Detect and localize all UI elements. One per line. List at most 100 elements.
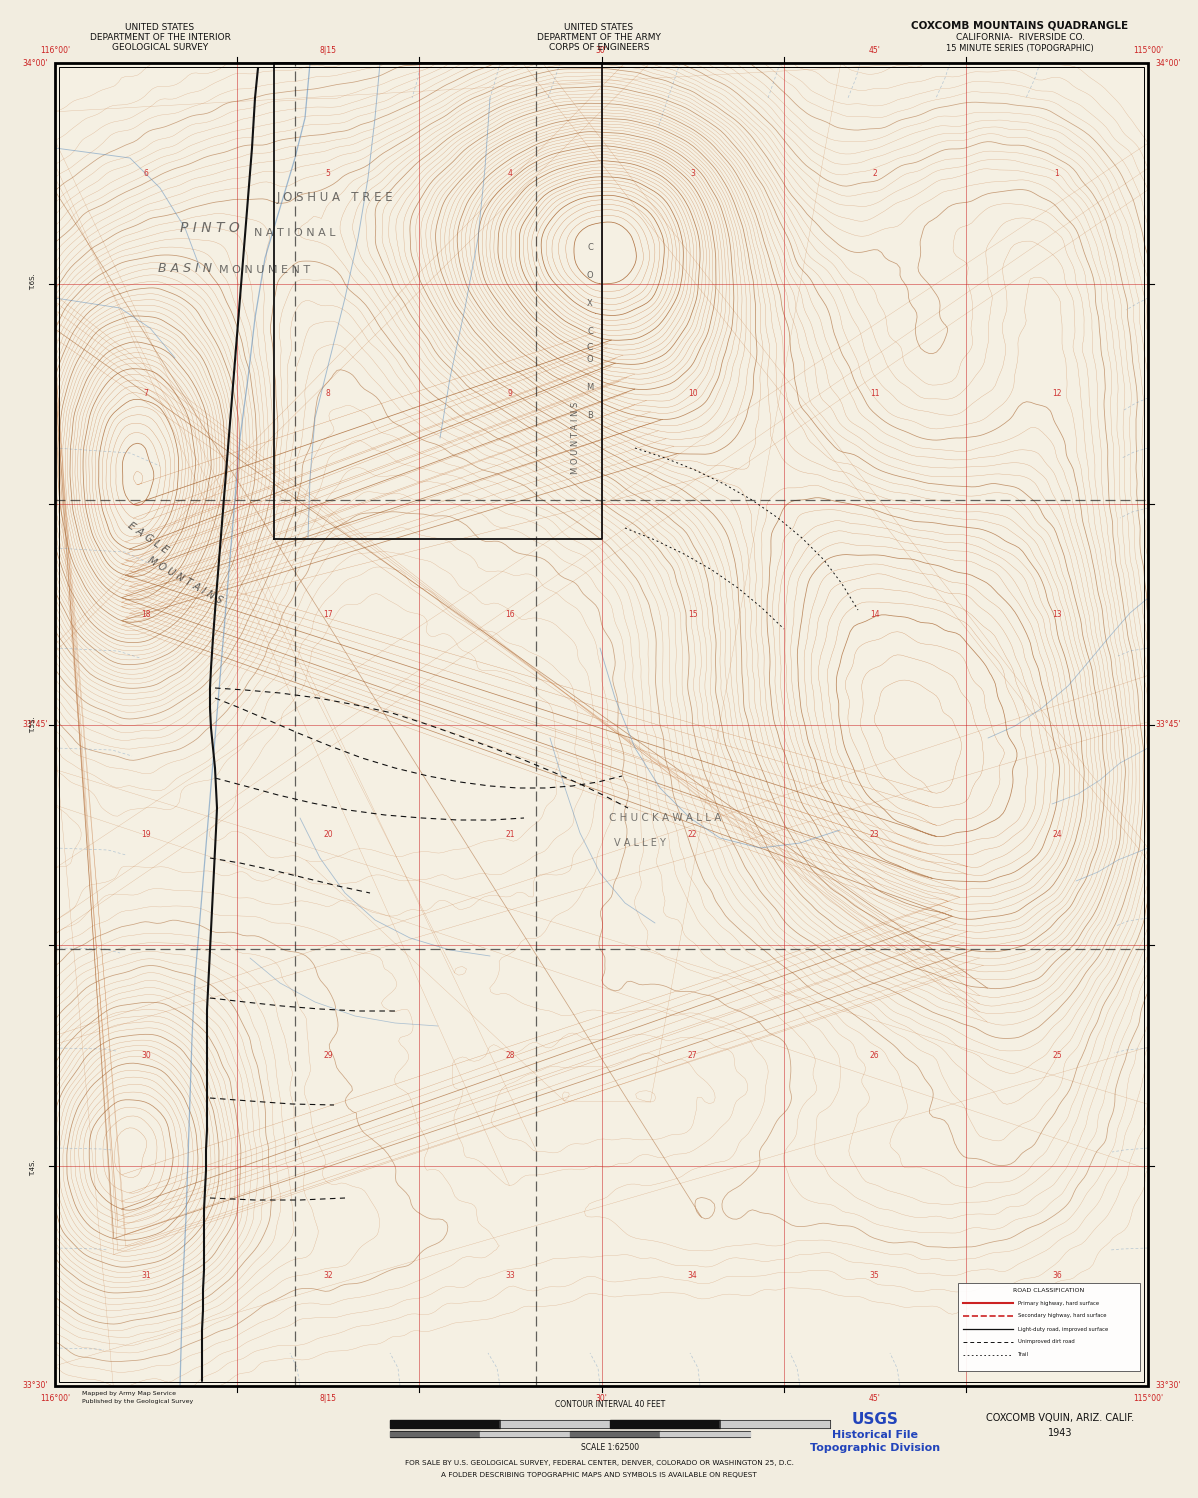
Text: 116°00': 116°00' [40, 1395, 69, 1404]
Text: C: C [587, 343, 593, 352]
Text: O: O [587, 271, 593, 280]
Text: 5: 5 [326, 169, 331, 178]
Text: 31: 31 [141, 1272, 151, 1281]
Text: 11: 11 [870, 389, 879, 398]
Text: 45': 45' [869, 1395, 881, 1404]
Bar [720, 1420, 830, 1428]
Text: 30': 30' [595, 1395, 607, 1404]
Text: T.6S.: T.6S. [30, 273, 36, 289]
Text: 9: 9 [508, 389, 513, 398]
Text: 1: 1 [1054, 169, 1059, 178]
Text: 2: 2 [872, 169, 877, 178]
Text: USGS: USGS [852, 1413, 898, 1428]
Text: V A L L E Y: V A L L E Y [615, 837, 666, 848]
Text: A FOLDER DESCRIBING TOPOGRAPHIC MAPS AND SYMBOLS IS AVAILABLE ON REQUEST: A FOLDER DESCRIBING TOPOGRAPHIC MAPS AND… [441, 1473, 757, 1479]
Text: 25: 25 [1052, 1050, 1061, 1059]
Text: X: X [587, 300, 593, 309]
Text: 33°30': 33°30' [23, 1381, 48, 1390]
Text: SCALE 1:62500: SCALE 1:62500 [581, 1443, 639, 1452]
Text: UNITED STATES: UNITED STATES [126, 24, 194, 33]
Text: 20: 20 [323, 830, 333, 839]
Text: C: C [587, 328, 593, 337]
Bar [55, 63, 1148, 1386]
Text: 45': 45' [869, 46, 881, 55]
Text: Topographic Division: Topographic Division [810, 1443, 940, 1453]
Text: B: B [587, 412, 593, 421]
Bar [958, 1282, 1140, 1371]
Text: FOR SALE BY U.S. GEOLOGICAL SURVEY, FEDERAL CENTER, DENVER, COLORADO OR WASHINGT: FOR SALE BY U.S. GEOLOGICAL SURVEY, FEDE… [405, 1461, 793, 1467]
Text: C H U C K A W A L L A: C H U C K A W A L L A [609, 813, 721, 822]
Bar [55, 63, 1148, 1386]
Text: 21: 21 [506, 830, 515, 839]
Text: 13: 13 [1052, 610, 1061, 619]
Text: 36: 36 [1052, 1272, 1061, 1281]
Text: 4: 4 [508, 169, 513, 178]
Text: Published by the Geological Survey: Published by the Geological Survey [81, 1399, 193, 1405]
Text: DEPARTMENT OF THE INTERIOR: DEPARTMENT OF THE INTERIOR [90, 33, 230, 42]
Text: COXCOMB MOUNTAINS QUADRANGLE: COXCOMB MOUNTAINS QUADRANGLE [912, 21, 1129, 31]
Text: Primary highway, hard surface: Primary highway, hard surface [1018, 1300, 1099, 1305]
Text: 14: 14 [870, 610, 879, 619]
Text: 19: 19 [141, 830, 151, 839]
Text: CALIFORNIA-  RIVERSIDE CO.: CALIFORNIA- RIVERSIDE CO. [956, 33, 1084, 42]
Text: 27: 27 [688, 1050, 697, 1059]
Text: GEOLOGICAL SURVEY: GEOLOGICAL SURVEY [111, 43, 208, 52]
Text: M O U N T A I N S: M O U N T A I N S [570, 401, 580, 475]
Bar [391, 1431, 480, 1437]
Text: 115°00': 115°00' [1133, 1395, 1163, 1404]
Bar [610, 1420, 720, 1428]
Text: 29: 29 [323, 1050, 333, 1059]
Bar [660, 1431, 750, 1437]
Text: 10: 10 [688, 389, 697, 398]
Text: 34: 34 [688, 1272, 697, 1281]
Text: 15 MINUTE SERIES (TOPOGRAPHIC): 15 MINUTE SERIES (TOPOGRAPHIC) [946, 45, 1094, 54]
Text: DEPARTMENT OF THE ARMY: DEPARTMENT OF THE ARMY [537, 33, 661, 42]
Text: 15: 15 [688, 610, 697, 619]
Text: B A S I N: B A S I N [158, 262, 212, 274]
Text: Trail: Trail [1018, 1353, 1029, 1357]
Text: COXCOMB VQUIN, ARIZ. CALIF.: COXCOMB VQUIN, ARIZ. CALIF. [986, 1413, 1135, 1423]
Text: 34°00': 34°00' [1155, 58, 1180, 67]
Text: 34°00': 34°00' [23, 58, 48, 67]
Text: N A T I O N A L: N A T I O N A L [254, 228, 335, 238]
Text: 32: 32 [323, 1272, 333, 1281]
Bar [391, 1420, 500, 1428]
Text: 6: 6 [144, 169, 149, 178]
Text: Mapped by Army Map Service: Mapped by Army Map Service [81, 1390, 176, 1396]
Text: 115°00': 115°00' [1133, 46, 1163, 55]
Text: 12: 12 [1052, 389, 1061, 398]
Text: 28: 28 [506, 1050, 515, 1059]
Text: P I N T O: P I N T O [180, 222, 240, 235]
Text: 35: 35 [870, 1272, 879, 1281]
Text: 22: 22 [688, 830, 697, 839]
Text: 33°30': 33°30' [1155, 1381, 1180, 1390]
Text: 116°00': 116°00' [40, 46, 69, 55]
Text: 30: 30 [141, 1050, 151, 1059]
Text: T.4S.: T.4S. [30, 1159, 36, 1176]
Text: 26: 26 [870, 1050, 879, 1059]
Text: M: M [586, 383, 594, 392]
Text: CONTOUR INTERVAL 40 FEET: CONTOUR INTERVAL 40 FEET [555, 1401, 665, 1410]
Text: 16: 16 [506, 610, 515, 619]
Text: E A G L E: E A G L E [126, 520, 170, 556]
Text: Light-duty road, improved surface: Light-duty road, improved surface [1018, 1327, 1108, 1332]
Bar [570, 1431, 660, 1437]
Text: 8|15: 8|15 [320, 1395, 337, 1404]
Bar [480, 1431, 570, 1437]
Text: ROAD CLASSIFICATION: ROAD CLASSIFICATION [1014, 1288, 1084, 1293]
Text: C: C [587, 244, 593, 253]
Bar [59, 67, 1144, 1383]
Text: Secondary highway, hard surface: Secondary highway, hard surface [1018, 1314, 1107, 1318]
Text: M O N U M E N T: M O N U M E N T [219, 265, 310, 276]
Text: 24: 24 [1052, 830, 1061, 839]
Text: 7: 7 [144, 389, 149, 398]
Text: J O S H U A   T R E E: J O S H U A T R E E [277, 192, 393, 205]
Text: CORPS OF ENGINEERS: CORPS OF ENGINEERS [549, 43, 649, 52]
Text: 8|15: 8|15 [320, 46, 337, 55]
Text: Unimproved dirt road: Unimproved dirt road [1018, 1339, 1075, 1345]
Text: 33: 33 [506, 1272, 515, 1281]
Text: Historical File: Historical File [831, 1431, 918, 1440]
Bar [500, 1420, 610, 1428]
Text: 33°45': 33°45' [23, 721, 48, 730]
Text: M O U N T A I N S: M O U N T A I N S [146, 554, 224, 605]
